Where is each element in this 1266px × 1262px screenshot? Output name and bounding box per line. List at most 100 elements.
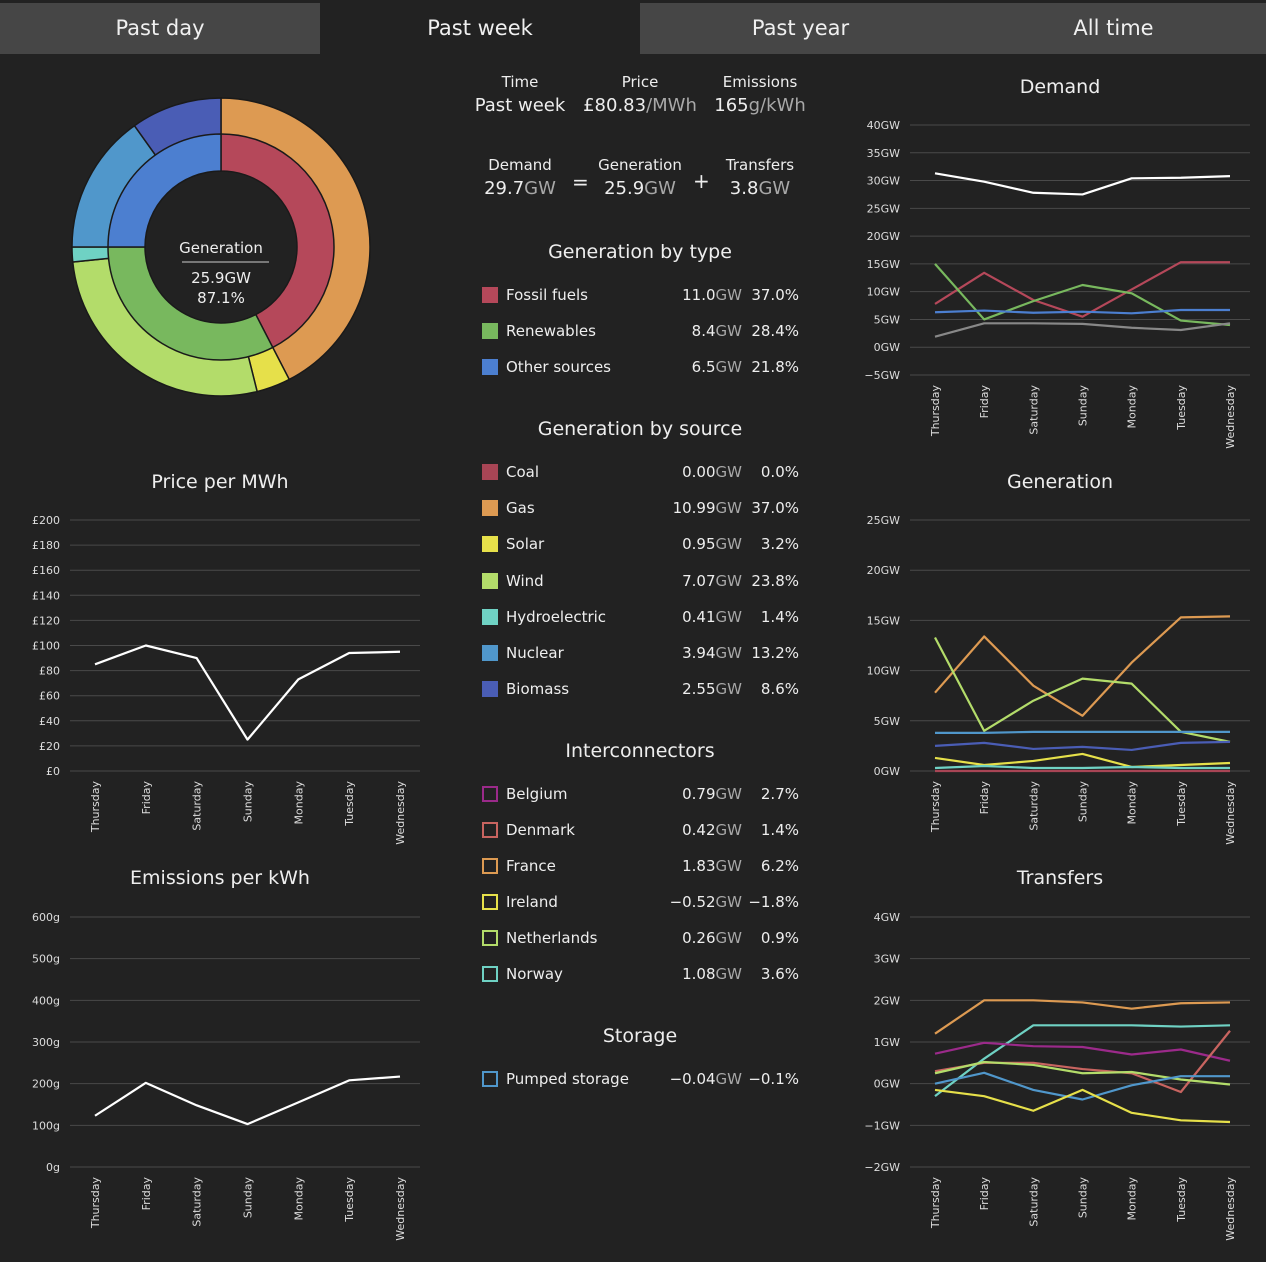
legend-row: Other sources 6.5GW 21.8% xyxy=(482,357,802,379)
emissions-value-line: 165g/kWh xyxy=(700,95,820,116)
demand-unit: GW xyxy=(524,178,556,199)
x-tick-label: Saturday xyxy=(1027,1177,1040,1227)
x-tick-label: Saturday xyxy=(1027,781,1040,831)
legend-row: Belgium 0.79GW 2.7% xyxy=(482,784,802,806)
legend-row: Norway 1.08GW 3.6% xyxy=(482,964,802,986)
color-swatch xyxy=(482,323,498,339)
color-swatch xyxy=(482,894,498,910)
x-tick-label: Tuesday xyxy=(343,781,356,827)
legend-row-name: Hydroelectric xyxy=(506,607,607,626)
legend-row-gw-value: 11.0 xyxy=(682,286,716,304)
legend-row-percent: 0.0% xyxy=(760,463,799,481)
price-stat: Price £80.83/MWh xyxy=(580,73,700,116)
legend-row-percent: 37.0% xyxy=(751,286,799,304)
series-line xyxy=(934,261,1230,318)
legend-row-gw-value: 2.55 xyxy=(682,680,716,699)
legend-row-gw-value: 8.4 xyxy=(691,322,716,340)
x-tick-label: Sunday xyxy=(242,1177,255,1219)
legend-row-gw: 2.55GW xyxy=(682,679,742,699)
series-line xyxy=(94,1075,401,1126)
x-tick-label: Monday xyxy=(292,781,305,825)
price-unit: /MWh xyxy=(646,95,697,116)
tab-all-time[interactable]: All time xyxy=(961,3,1266,54)
legend-row-percent: 3.6% xyxy=(760,965,799,983)
legend-row: Biomass 2.55GW 8.6% xyxy=(482,679,802,701)
color-swatch xyxy=(482,645,498,661)
x-tick-label: Sunday xyxy=(1077,1177,1090,1219)
y-tick-label: 10GW xyxy=(867,665,901,678)
legend-row-gw-unit: GW xyxy=(715,607,742,626)
interconnectors-title: Interconnectors xyxy=(565,740,715,762)
x-tick-label: Thursday xyxy=(929,781,942,834)
demand-value: 29.7 xyxy=(484,178,525,199)
legend-row-gw: 6.5GW xyxy=(692,357,742,377)
series-line xyxy=(935,730,1230,734)
series-line xyxy=(934,308,1230,315)
series-line xyxy=(934,172,1231,196)
legend-row-name: Other sources xyxy=(506,358,611,376)
y-tick-label: −2GW xyxy=(864,1161,900,1174)
tab-past-week[interactable]: Past week xyxy=(320,3,640,54)
legend-row-name: Wind xyxy=(506,571,544,590)
x-tick-label: Sunday xyxy=(242,781,255,823)
y-tick-label: 40GW xyxy=(867,119,901,132)
generation-by-source-title: Generation by source xyxy=(537,418,743,440)
y-tick-label: 25GW xyxy=(867,202,901,215)
x-tick-label: Thursday xyxy=(89,781,102,834)
demand-stat: Demand 29.7GW xyxy=(460,156,580,199)
legend-row-gw: −0.52GW xyxy=(670,892,742,912)
chart-title: Demand xyxy=(1020,76,1101,98)
color-swatch xyxy=(482,572,498,589)
legend-row-gw-unit: GW xyxy=(715,857,742,875)
x-tick-label: Friday xyxy=(978,1177,991,1211)
tab-past-year[interactable]: Past year xyxy=(640,3,961,54)
generation-by-type-title: Generation by type xyxy=(548,241,732,263)
x-tick-label: Thursday xyxy=(929,385,942,438)
legend-row-percent: 21.8% xyxy=(751,358,799,376)
y-tick-label: 25GW xyxy=(867,514,901,527)
series-line xyxy=(934,999,1231,1035)
series-line xyxy=(934,1088,1231,1124)
legend-row-percent: 3.2% xyxy=(760,535,799,554)
demand-label: Demand xyxy=(488,156,552,174)
time-label: Time xyxy=(501,73,539,91)
legend-row: Hydroelectric 0.41GW 1.4% xyxy=(482,607,802,629)
y-tick-label: 3GW xyxy=(874,953,901,966)
chart-title: Transfers xyxy=(1016,867,1103,889)
chart-title: Price per MWh xyxy=(151,471,288,493)
equals-sign: = xyxy=(572,170,589,194)
transfers-chart: Transfers −2GW −1GW 0GW 1GW 2GW 3GW 4GW Thursday… xyxy=(864,867,1250,1241)
color-swatch xyxy=(482,608,498,625)
legend-row-percent: −1.8% xyxy=(748,893,799,911)
legend-row: Gas 10.99GW 37.0% xyxy=(482,498,802,520)
emissions-label: Emissions xyxy=(722,73,798,91)
x-tick-label: Monday xyxy=(1126,781,1139,825)
legend-row-name: Renewables xyxy=(506,322,596,340)
y-tick-label: £100 xyxy=(32,640,60,653)
legend-row: Pumped storage −0.04GW −0.1% xyxy=(482,1069,802,1091)
legend-row-gw-unit: GW xyxy=(715,821,742,839)
legend-row-name: Gas xyxy=(506,499,535,518)
y-tick-label: 15GW xyxy=(867,614,901,627)
legend-row-percent: 8.6% xyxy=(760,680,799,699)
emissions-value: 165 xyxy=(714,95,749,116)
legend-row-gw-value: 6.5 xyxy=(691,358,716,376)
legend-row-gw-unit: GW xyxy=(715,535,742,554)
legend-row-gw-unit: GW xyxy=(715,571,742,590)
y-tick-label: 0g xyxy=(46,1161,60,1174)
transfers-unit: GW xyxy=(758,178,791,199)
legend-row-gw-value: 0.79 xyxy=(682,785,716,803)
y-tick-label: 15GW xyxy=(867,258,901,271)
tab-past-day[interactable]: Past day xyxy=(0,3,320,54)
legend-row-gw-value: 0.41 xyxy=(682,607,716,626)
y-tick-label: 300g xyxy=(32,1036,60,1049)
y-tick-label: 20GW xyxy=(867,230,901,243)
legend-row-percent: −0.1% xyxy=(748,1070,799,1088)
legend-row-gw: 10.99GW xyxy=(673,498,742,518)
generation-unit: GW xyxy=(644,178,676,199)
color-swatch xyxy=(482,858,498,874)
y-tick-label: 5GW xyxy=(874,715,901,728)
color-swatch xyxy=(482,464,498,480)
color-swatch xyxy=(482,1071,498,1087)
emissions-unit: g/kWh xyxy=(748,95,806,116)
